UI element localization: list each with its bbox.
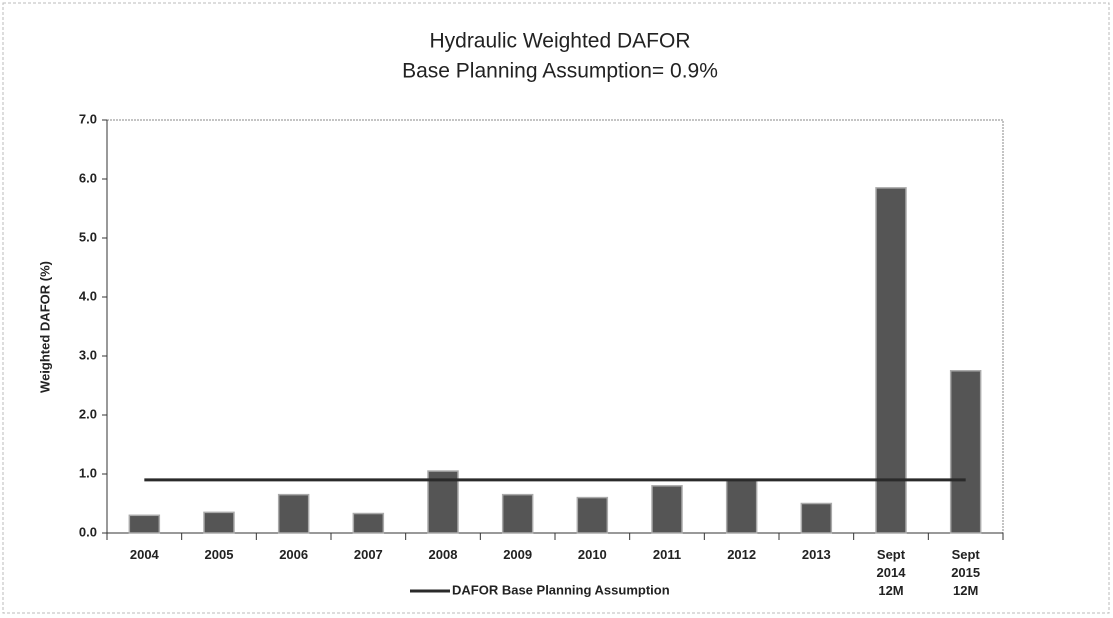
x-tick-label: 2005	[204, 547, 234, 562]
y-tick-label: 4.0	[79, 288, 97, 303]
y-tick-label: 5.0	[79, 229, 97, 244]
x-tick-label: Sept 2015 12M	[951, 547, 981, 598]
bar	[128, 514, 161, 534]
x-tick-label: 2007	[353, 547, 383, 562]
bar	[352, 512, 385, 534]
x-tick-label: 2012	[727, 547, 757, 562]
bar	[949, 370, 982, 534]
x-tick-label: 2008	[428, 547, 458, 562]
y-tick-label: 7.0	[79, 111, 97, 126]
x-tick-label: 2013	[801, 547, 831, 562]
y-tick-label: 3.0	[79, 347, 97, 362]
chart-subtitle: Base Planning Assumption= 0.9%	[402, 60, 718, 83]
x-tick-label: 2006	[279, 547, 309, 562]
x-tick-label: 2009	[503, 547, 533, 562]
bar	[800, 502, 833, 534]
x-tick-label: Sept 2014 12M	[876, 547, 906, 598]
y-tick-label: 2.0	[79, 406, 97, 421]
plot-area	[106, 119, 1004, 534]
bar	[277, 493, 310, 534]
chart-title: Hydraulic Weighted DAFOR	[429, 30, 690, 53]
bar	[651, 485, 683, 534]
bar	[576, 496, 609, 534]
y-tick-label: 1.0	[79, 465, 97, 480]
x-tick-label: 2010	[577, 547, 607, 562]
y-tick-label: 0.0	[79, 524, 97, 539]
y-axis-label: Weighted DAFOR (%)	[37, 261, 52, 393]
bar	[875, 187, 907, 534]
bar	[501, 493, 534, 534]
bar	[725, 479, 758, 534]
bar	[203, 511, 235, 534]
x-tick-label: 2004	[129, 547, 159, 562]
y-tick-label: 6.0	[79, 170, 97, 185]
x-tick-label: 2011	[652, 547, 682, 562]
legend-label: DAFOR Base Planning Assumption	[452, 582, 670, 597]
